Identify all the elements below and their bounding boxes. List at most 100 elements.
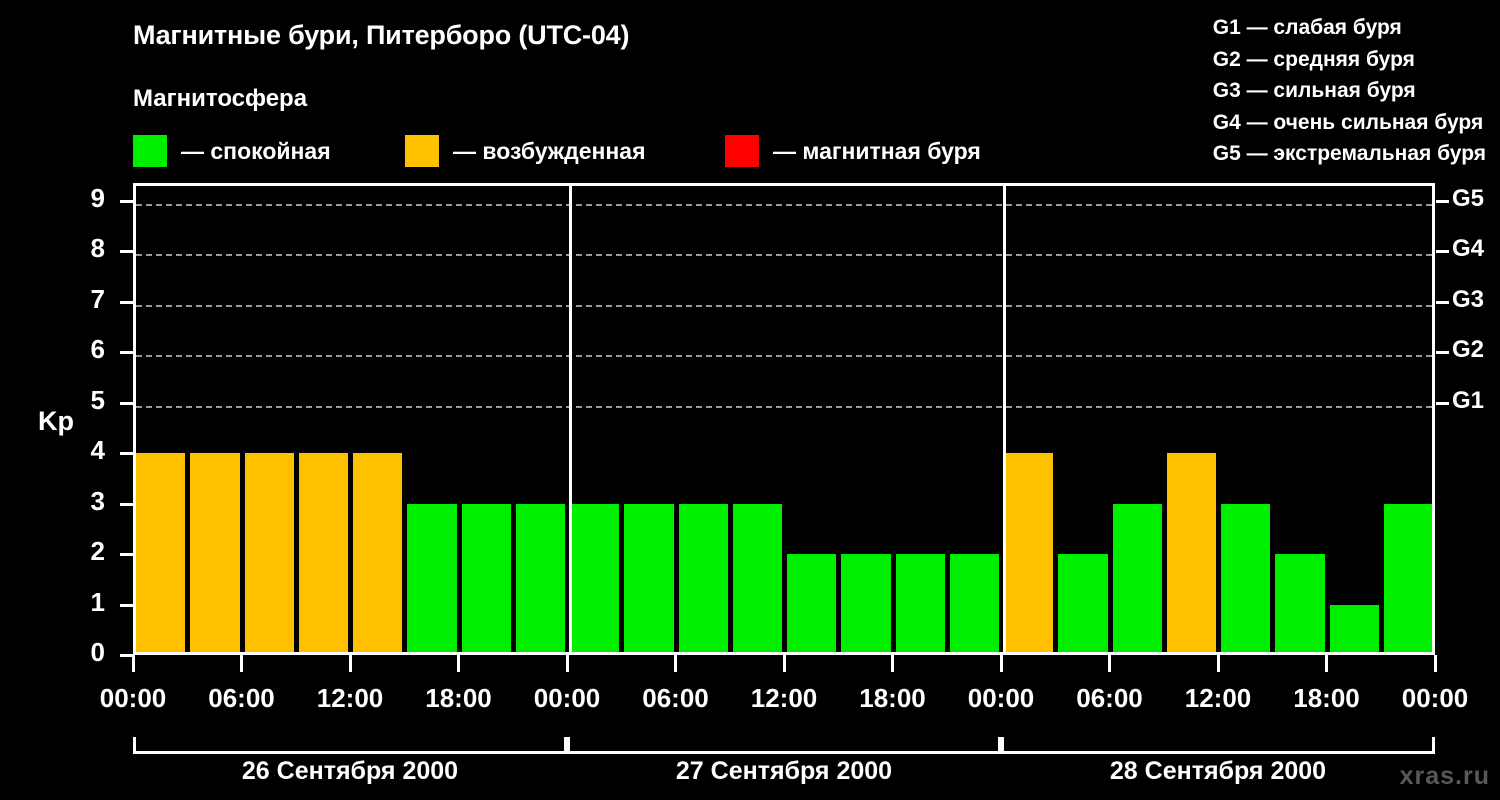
bar-kp <box>732 503 782 655</box>
x-tick-label-4: 00:00 <box>533 683 601 713</box>
legend-item-quiet: — спокойная <box>133 133 331 169</box>
date-bracket-lcap <box>1001 737 1004 754</box>
y-axis-title: Kp <box>38 406 74 436</box>
g-tick-G3 <box>1436 300 1449 304</box>
y-tick-label-1: 1 <box>90 586 105 617</box>
bar-kp <box>1058 554 1108 655</box>
y-tick-0 <box>120 654 133 657</box>
x-tick-label-5: 06:00 <box>642 683 709 713</box>
g-scale-line-4: G4 — очень сильная буря <box>1212 110 1484 134</box>
bar-kp <box>1221 503 1271 655</box>
y-tick-label-9: 9 <box>90 183 105 213</box>
x-tick-1 <box>240 655 243 672</box>
bar-kp <box>244 453 294 655</box>
g-tick-label-G4: G4 <box>1452 235 1485 263</box>
g-tick-label-G1: G1 <box>1452 386 1485 414</box>
g-tick-G5 <box>1436 200 1449 203</box>
day-separator <box>1002 186 1006 655</box>
x-tick-label-10: 12:00 <box>1184 683 1252 713</box>
y-tick-6 <box>120 351 133 355</box>
bar-kp <box>624 503 674 655</box>
bar-kp <box>515 503 565 655</box>
g-scale-line-3: G3 — сильная буря <box>1212 79 1416 102</box>
date-label-2: 28 Сентября 2000 <box>1109 757 1327 785</box>
date-label-1: 27 Сентября 2000 <box>675 757 893 785</box>
y-tick-9 <box>120 200 133 203</box>
bar-kp <box>461 503 511 655</box>
y-tick-label-0: 0 <box>90 637 105 667</box>
bar-kp <box>678 503 728 655</box>
x-tick-0 <box>131 655 135 672</box>
bar-kp <box>1112 503 1162 655</box>
y-tick-label-3: 3 <box>90 485 105 516</box>
g-tick-label-G3: G3 <box>1452 285 1485 313</box>
bar-kp <box>841 554 891 655</box>
g-scale-line-5: G5 — экстремальная буря <box>1212 142 1486 165</box>
g-tick-label-G2: G2 <box>1452 336 1485 364</box>
plot-inner <box>136 186 1432 655</box>
bar-kp <box>407 503 457 655</box>
date-bracket-hline <box>1001 751 1435 754</box>
legend-label-unsettled: — возбужденная <box>453 137 646 164</box>
gridline-kp-7 <box>136 304 1432 307</box>
x-tick-8 <box>999 655 1003 672</box>
y-tick-2 <box>120 553 133 557</box>
legend-swatch-quiet <box>133 135 167 167</box>
x-tick-label-12: 00:00 <box>1401 683 1469 713</box>
x-tick-9 <box>1108 655 1111 672</box>
plot-area <box>133 183 1435 655</box>
date-bracket-rcap <box>1432 737 1435 754</box>
date-bracket-rcap <box>564 737 567 754</box>
g-tick-G4 <box>1436 250 1449 254</box>
y-tick-7 <box>120 300 133 304</box>
x-tick-6 <box>782 655 786 672</box>
x-tick-label-2: 12:00 <box>316 683 384 713</box>
bar-kp <box>949 554 999 655</box>
date-bracket-lcap <box>567 737 570 754</box>
date-bracket-hline <box>567 751 1001 754</box>
bar-kp <box>1275 554 1325 655</box>
legend-swatch-storm <box>725 135 759 167</box>
legend-label-storm: — магнитная буря <box>773 137 981 164</box>
legend-item-unsettled: — возбужденная <box>405 133 646 169</box>
gridline-kp-8 <box>136 254 1432 257</box>
bar-kp <box>1166 453 1216 655</box>
x-tick-label-7: 18:00 <box>859 683 926 713</box>
x-tick-7 <box>891 655 894 672</box>
bar-kp <box>570 503 620 655</box>
y-tick-4 <box>120 452 133 456</box>
y-tick-label-6: 6 <box>90 334 105 365</box>
bar-kp <box>190 453 240 655</box>
x-tick-label-0: 00:00 <box>99 683 167 713</box>
bar-kp <box>136 453 186 655</box>
g-tick-label-G5: G5 <box>1452 185 1485 212</box>
x-tick-label-8: 00:00 <box>967 683 1035 713</box>
x-tick-10 <box>1216 655 1220 672</box>
y-tick-label-2: 2 <box>90 536 105 567</box>
x-tick-label-9: 06:00 <box>1076 683 1143 713</box>
y-tick-1 <box>120 603 133 607</box>
gridline-kp-5 <box>136 405 1432 408</box>
x-tick-2 <box>348 655 352 672</box>
bar-kp <box>895 554 945 655</box>
date-bracket-2 <box>1001 737 1435 754</box>
bar-kp <box>787 554 837 655</box>
bar-kp <box>1329 604 1379 655</box>
x-tick-label-3: 18:00 <box>425 683 492 713</box>
legend-item-storm: — магнитная буря <box>725 133 981 169</box>
watermark: xras.ru <box>1399 762 1490 790</box>
gridline-kp-9 <box>136 204 1432 206</box>
x-tick-11 <box>1325 655 1328 672</box>
x-tick-3 <box>457 655 460 672</box>
x-axis-baseline <box>133 652 1435 655</box>
legend-swatch-unsettled <box>405 135 439 167</box>
g-scale-line-1: G1 — слабая буря <box>1212 16 1402 39</box>
date-bracket-1 <box>567 737 1001 754</box>
y-tick-label-8: 8 <box>90 233 105 264</box>
day-separator <box>568 186 572 655</box>
y-tick-3 <box>120 502 133 506</box>
gridline-kp-6 <box>136 355 1432 358</box>
page-title: Магнитные бури, Питерборо (UTC-04) <box>133 20 630 50</box>
bar-kp <box>1383 503 1432 655</box>
g-scale-legend: G1 — слабая буря G2 — средняя буря G3 — си… <box>1213 12 1486 170</box>
